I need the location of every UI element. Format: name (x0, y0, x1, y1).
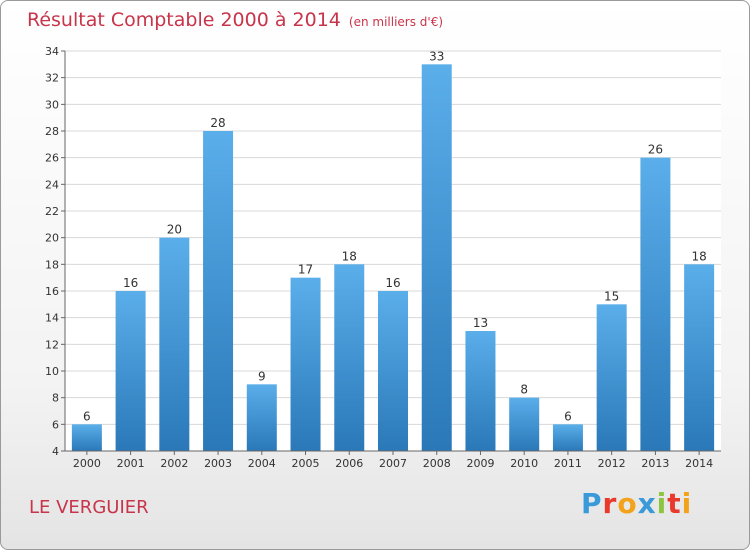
bar (246, 384, 277, 451)
data-label: 15 (604, 289, 619, 303)
logo-letter: i (681, 487, 693, 520)
x-tick-label: 2009 (466, 457, 494, 470)
data-label: 26 (648, 143, 663, 157)
bar (684, 264, 715, 451)
chart-subtitle: (en milliers d'€) (348, 15, 444, 29)
bars: 6 16 20 28 9 17 18 16 33 13 8 6 15 26 18 (71, 49, 715, 452)
y-tick-label: 30 (45, 98, 59, 111)
y-tick-label: 6 (52, 418, 59, 431)
chart-title: Résultat Comptable 2000 à 2014 (en millie… (27, 9, 443, 31)
proxiti-logo[interactable]: Proxiti (581, 487, 692, 520)
data-label: 17 (298, 263, 313, 277)
data-label: 13 (473, 316, 488, 330)
bar (290, 277, 321, 451)
y-tick-label: 34 (45, 45, 59, 58)
y-tick-label: 10 (45, 365, 59, 378)
y-tick-label: 8 (52, 392, 59, 405)
x-tick-label: 2006 (335, 457, 363, 470)
bar (640, 157, 671, 451)
y-tick-label: 26 (45, 152, 59, 165)
y-tick-label: 4 (52, 445, 59, 458)
y-tick-label: 28 (45, 125, 59, 138)
data-label: 16 (123, 276, 138, 290)
x-tick-label: 2008 (423, 457, 451, 470)
x-axis: 2000 2001 2002 2003 2004 2005 2006 2007 2008 2009… (65, 450, 721, 470)
y-axis: 4 6 8 10 12 14 16 18 20 22 24 26 28 30 32 34 (45, 45, 66, 458)
data-label: 33 (429, 49, 444, 63)
chart-title-text: Résultat Comptable 2000 à 2014 (27, 9, 341, 31)
x-tick-label: 2012 (598, 457, 626, 470)
bar (159, 237, 190, 451)
x-tick-label: 2004 (248, 457, 276, 470)
bar (509, 397, 540, 451)
y-tick-label: 16 (45, 285, 59, 298)
bar (596, 304, 627, 451)
y-tick-label: 20 (45, 232, 59, 245)
data-label: 18 (691, 249, 706, 263)
x-tick-label: 2011 (554, 457, 582, 470)
logo-letter: t (667, 487, 682, 520)
bar (203, 131, 234, 451)
logo-letter: P (581, 487, 603, 520)
x-tick-label: 2002 (160, 457, 188, 470)
y-tick-label: 18 (45, 258, 59, 271)
bar (115, 291, 146, 451)
x-tick-label: 2000 (73, 457, 101, 470)
x-tick-label: 2014 (685, 457, 713, 470)
data-label: 9 (258, 369, 266, 383)
y-tick-label: 32 (45, 72, 59, 85)
data-label: 6 (83, 409, 91, 423)
bar (334, 264, 365, 451)
data-label: 16 (385, 276, 400, 290)
x-tick-label: 2010 (510, 457, 538, 470)
y-tick-label: 12 (45, 338, 59, 351)
x-tick-label: 2013 (641, 457, 669, 470)
y-tick-label: 24 (45, 178, 59, 191)
x-tick-label: 2003 (204, 457, 232, 470)
bar (71, 424, 102, 451)
logo-letter: i (656, 487, 668, 520)
data-label: 20 (167, 223, 182, 237)
data-label: 8 (520, 383, 528, 397)
bar (465, 331, 496, 451)
logo-letter: x (637, 487, 657, 520)
data-label: 28 (210, 116, 225, 130)
bar (421, 64, 452, 452)
logo-letter: o (617, 487, 638, 520)
data-label: 6 (564, 409, 572, 423)
x-tick-label: 2001 (117, 457, 145, 470)
commune-name: LE VERGUIER (29, 497, 149, 518)
y-tick-label: 22 (45, 205, 59, 218)
x-tick-label: 2005 (292, 457, 320, 470)
bar (552, 424, 583, 451)
bar (378, 291, 408, 451)
x-tick-label: 2007 (379, 457, 407, 470)
logo-letter: r (602, 487, 618, 520)
y-tick-label: 14 (45, 312, 59, 325)
data-label: 18 (342, 249, 357, 263)
